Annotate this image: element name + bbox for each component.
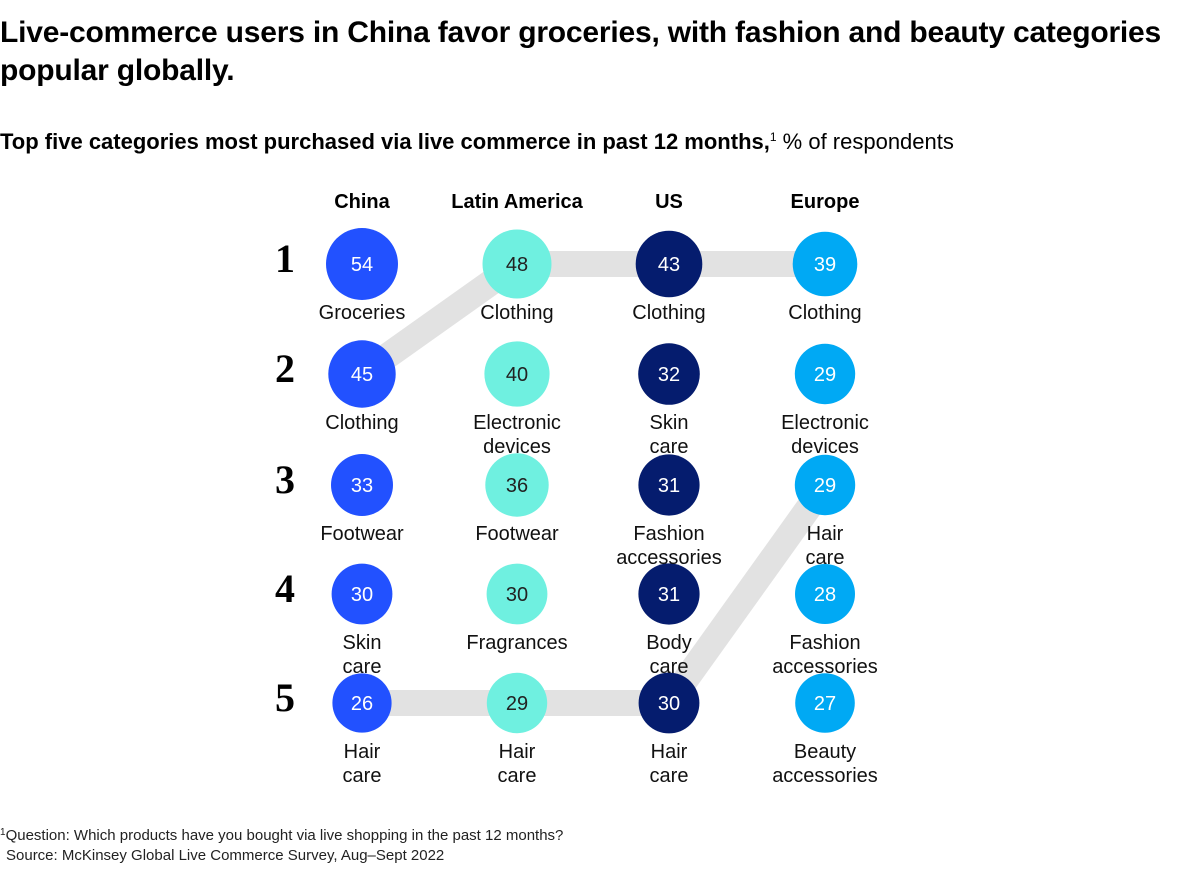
category-label-latin-america-rank-5: Hair care bbox=[498, 741, 537, 787]
footnote-marker: 1 bbox=[0, 827, 6, 838]
value-label-europe-rank-5: 27 bbox=[814, 693, 836, 715]
chart-title: Live-commerce users in China favor groce… bbox=[0, 16, 1162, 87]
rank-label-2: 2 bbox=[275, 346, 295, 391]
category-label-us-rank-2: Skin care bbox=[650, 412, 689, 458]
subtitle-bold: Top five categories most purchased via l… bbox=[0, 129, 770, 154]
category-label-us-rank-1: Clothing bbox=[632, 302, 705, 324]
value-label-us-rank-1: 43 bbox=[658, 254, 680, 276]
value-label-europe-rank-1: 39 bbox=[814, 254, 836, 276]
bubble-china-rank-3 bbox=[331, 454, 393, 516]
value-label-us-rank-5: 30 bbox=[658, 693, 680, 715]
value-label-latin-america-rank-2: 40 bbox=[506, 364, 528, 386]
footnote-question: 1Question: Which products have you bough… bbox=[0, 826, 563, 846]
category-label-latin-america-rank-2: Electronic devices bbox=[473, 412, 561, 458]
bubble-latin-america-rank-2 bbox=[484, 341, 550, 407]
value-label-latin-america-rank-1: 48 bbox=[506, 254, 528, 276]
rank-label-1: 1 bbox=[275, 236, 295, 281]
category-label-china-rank-4: Skin care bbox=[343, 632, 382, 678]
value-label-china-rank-1: 54 bbox=[351, 254, 373, 276]
rank-label-5: 5 bbox=[275, 675, 295, 720]
bubble-europe-rank-1 bbox=[792, 231, 858, 297]
category-label-europe-rank-1: Clothing bbox=[788, 302, 861, 324]
category-label-us-rank-5: Hair care bbox=[650, 741, 689, 787]
rank-label-3: 3 bbox=[275, 457, 295, 502]
rank-labels: 1 2 3 4 5 bbox=[275, 236, 295, 720]
bubble-china-rank-2 bbox=[328, 340, 396, 408]
connector-path-clothing bbox=[354, 251, 825, 385]
bubble-china-rank-5 bbox=[332, 673, 392, 733]
bubble-europe-rank-5 bbox=[795, 673, 855, 733]
value-label-latin-america-rank-3: 36 bbox=[506, 475, 528, 497]
subtitle-unit: % of respondents bbox=[776, 129, 954, 154]
bubble-europe-rank-3 bbox=[794, 454, 856, 516]
region-header-china: China bbox=[334, 191, 390, 213]
region-headers: China Latin America US Europe bbox=[334, 191, 859, 213]
category-label-us-rank-4: Body care bbox=[646, 632, 692, 678]
region-header-europe: Europe bbox=[791, 191, 860, 213]
value-label-europe-rank-4: 28 bbox=[814, 584, 836, 606]
value-label-latin-america-rank-4: 30 bbox=[506, 584, 528, 606]
chart-subtitle: Top five categories most purchased via l… bbox=[0, 127, 954, 157]
category-label-china-rank-2: Clothing bbox=[325, 412, 398, 434]
bubble-us-rank-1 bbox=[635, 230, 703, 298]
bubble-latin-america-rank-5 bbox=[486, 672, 548, 734]
bubble-us-rank-3 bbox=[638, 454, 700, 516]
value-label-china-rank-2: 45 bbox=[351, 364, 373, 386]
region-header-latin-america: Latin America bbox=[451, 191, 583, 213]
category-labels: Groceries Clothing Footwear Skin care Hair car… bbox=[319, 302, 878, 787]
value-label-us-rank-2: 32 bbox=[658, 364, 680, 386]
value-label-china-rank-5: 26 bbox=[351, 693, 373, 715]
bubble-us-rank-4 bbox=[638, 563, 700, 625]
footnote-question-text: Question: Which products have you bought… bbox=[5, 827, 564, 844]
value-label-us-rank-3: 31 bbox=[658, 475, 680, 497]
category-label-europe-rank-5: Beauty accessories bbox=[772, 741, 878, 787]
bubble-latin-america-rank-3 bbox=[485, 453, 549, 517]
value-label-china-rank-3: 33 bbox=[351, 475, 373, 497]
category-label-latin-america-rank-3: Footwear bbox=[475, 523, 559, 545]
bubble-china-rank-1 bbox=[326, 228, 398, 300]
category-label-europe-rank-3: Hair care bbox=[806, 523, 845, 569]
rank-label-4: 4 bbox=[275, 566, 295, 611]
bubble-europe-rank-2 bbox=[794, 343, 856, 405]
category-label-us-rank-3: Fashion accessories bbox=[616, 523, 722, 569]
category-label-europe-rank-2: Electronic devices bbox=[781, 412, 869, 458]
footnote-source: Source: McKinsey Global Live Commerce Su… bbox=[6, 847, 445, 864]
value-label-us-rank-4: 31 bbox=[658, 584, 680, 606]
value-bubbles: 54 45 33 30 26 48 40 36 30 29 43 32 31 31 30 39 29 29 28 27 bbox=[326, 228, 858, 734]
value-label-china-rank-4: 30 bbox=[351, 584, 373, 606]
value-label-latin-america-rank-5: 29 bbox=[506, 693, 528, 715]
bubble-us-rank-5 bbox=[638, 672, 700, 734]
category-label-europe-rank-4: Fashion accessories bbox=[772, 632, 878, 678]
connector-path-hair-care bbox=[362, 477, 836, 716]
value-label-europe-rank-3: 29 bbox=[814, 475, 836, 497]
bubble-latin-america-rank-1 bbox=[482, 229, 552, 299]
footnote: 1Question: Which products have you bough… bbox=[0, 826, 563, 866]
bubble-europe-rank-4 bbox=[795, 564, 855, 624]
category-label-china-rank-5: Hair care bbox=[343, 741, 382, 787]
category-label-latin-america-rank-1: Clothing bbox=[480, 302, 553, 324]
category-label-china-rank-3: Footwear bbox=[320, 523, 404, 545]
subtitle-footnote-marker: 1 bbox=[769, 130, 777, 144]
bubble-us-rank-2 bbox=[638, 343, 700, 405]
bubble-latin-america-rank-4 bbox=[486, 563, 548, 625]
value-label-europe-rank-2: 29 bbox=[814, 364, 836, 386]
region-header-us: US bbox=[655, 191, 683, 213]
category-label-china-rank-1: Groceries bbox=[319, 302, 406, 324]
category-label-latin-america-rank-4: Fragrances bbox=[466, 632, 567, 654]
bubble-china-rank-4 bbox=[331, 563, 393, 625]
connector-paths bbox=[354, 251, 836, 716]
